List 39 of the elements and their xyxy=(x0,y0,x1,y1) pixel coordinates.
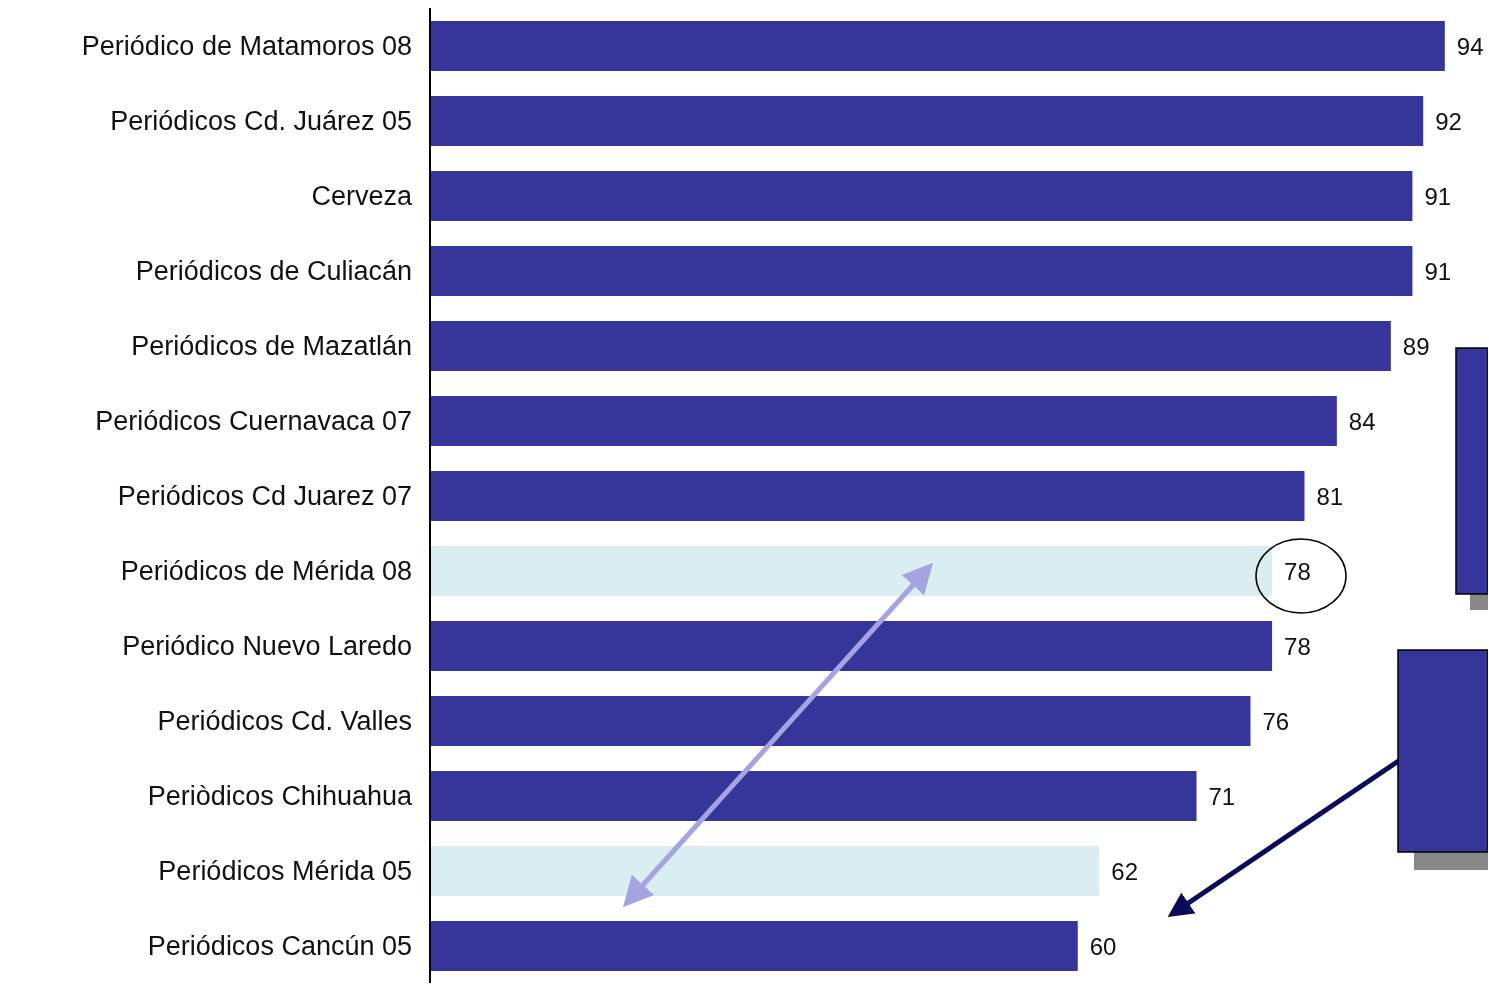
bar xyxy=(430,246,1413,296)
y-tick-label: Periódicos Cd Juarez 07 xyxy=(117,481,412,512)
y-tick-label: Periódicos Cd. Juárez 05 xyxy=(110,106,412,137)
y-tick-label: Cerveza xyxy=(311,181,413,212)
y-tick-label: Periódicos de Mazatlán xyxy=(131,331,412,362)
bar xyxy=(430,21,1445,71)
y-tick-label: Periódicos de Culiacán xyxy=(135,256,412,287)
y-tick-label: Periódico de Matamoros 08 xyxy=(81,31,412,62)
bar xyxy=(430,321,1391,371)
bar xyxy=(430,96,1424,146)
data-label: 76 xyxy=(1262,707,1290,735)
data-label: 71 xyxy=(1208,782,1236,810)
data-label: 89 xyxy=(1402,332,1430,360)
y-tick-label: Periódicos Cancún 05 xyxy=(147,931,412,962)
bar xyxy=(430,171,1413,221)
data-label: 78 xyxy=(1284,557,1311,585)
bar xyxy=(430,846,1100,896)
bar xyxy=(430,471,1305,521)
bar xyxy=(430,771,1197,821)
data-label: 81 xyxy=(1316,482,1344,510)
y-tick-label: Periódicos Cd. Valles xyxy=(157,706,412,737)
bar xyxy=(430,921,1078,971)
y-tick-label: Periódicos Cuernavaca 07 xyxy=(95,406,412,437)
data-label: 94 xyxy=(1456,32,1484,60)
data-label: 78 xyxy=(1284,632,1311,660)
data-label: 62 xyxy=(1111,857,1139,885)
y-tick-label: Periòdicos Chihuahua xyxy=(147,781,413,812)
bar xyxy=(430,621,1273,671)
data-label: 91 xyxy=(1424,257,1452,285)
bar xyxy=(430,396,1337,446)
data-label: 84 xyxy=(1348,407,1376,435)
y-tick-label: Periódicos Mérida 05 xyxy=(158,856,412,887)
bar xyxy=(430,546,1273,596)
data-label: 60 xyxy=(1089,932,1117,960)
bar xyxy=(430,696,1251,746)
data-label: 91 xyxy=(1424,182,1452,210)
data-label: 92 xyxy=(1435,107,1462,135)
y-tick-label: Periódicos de Mérida 08 xyxy=(120,556,412,587)
y-tick-label: Periódico Nuevo Laredo xyxy=(122,631,412,662)
